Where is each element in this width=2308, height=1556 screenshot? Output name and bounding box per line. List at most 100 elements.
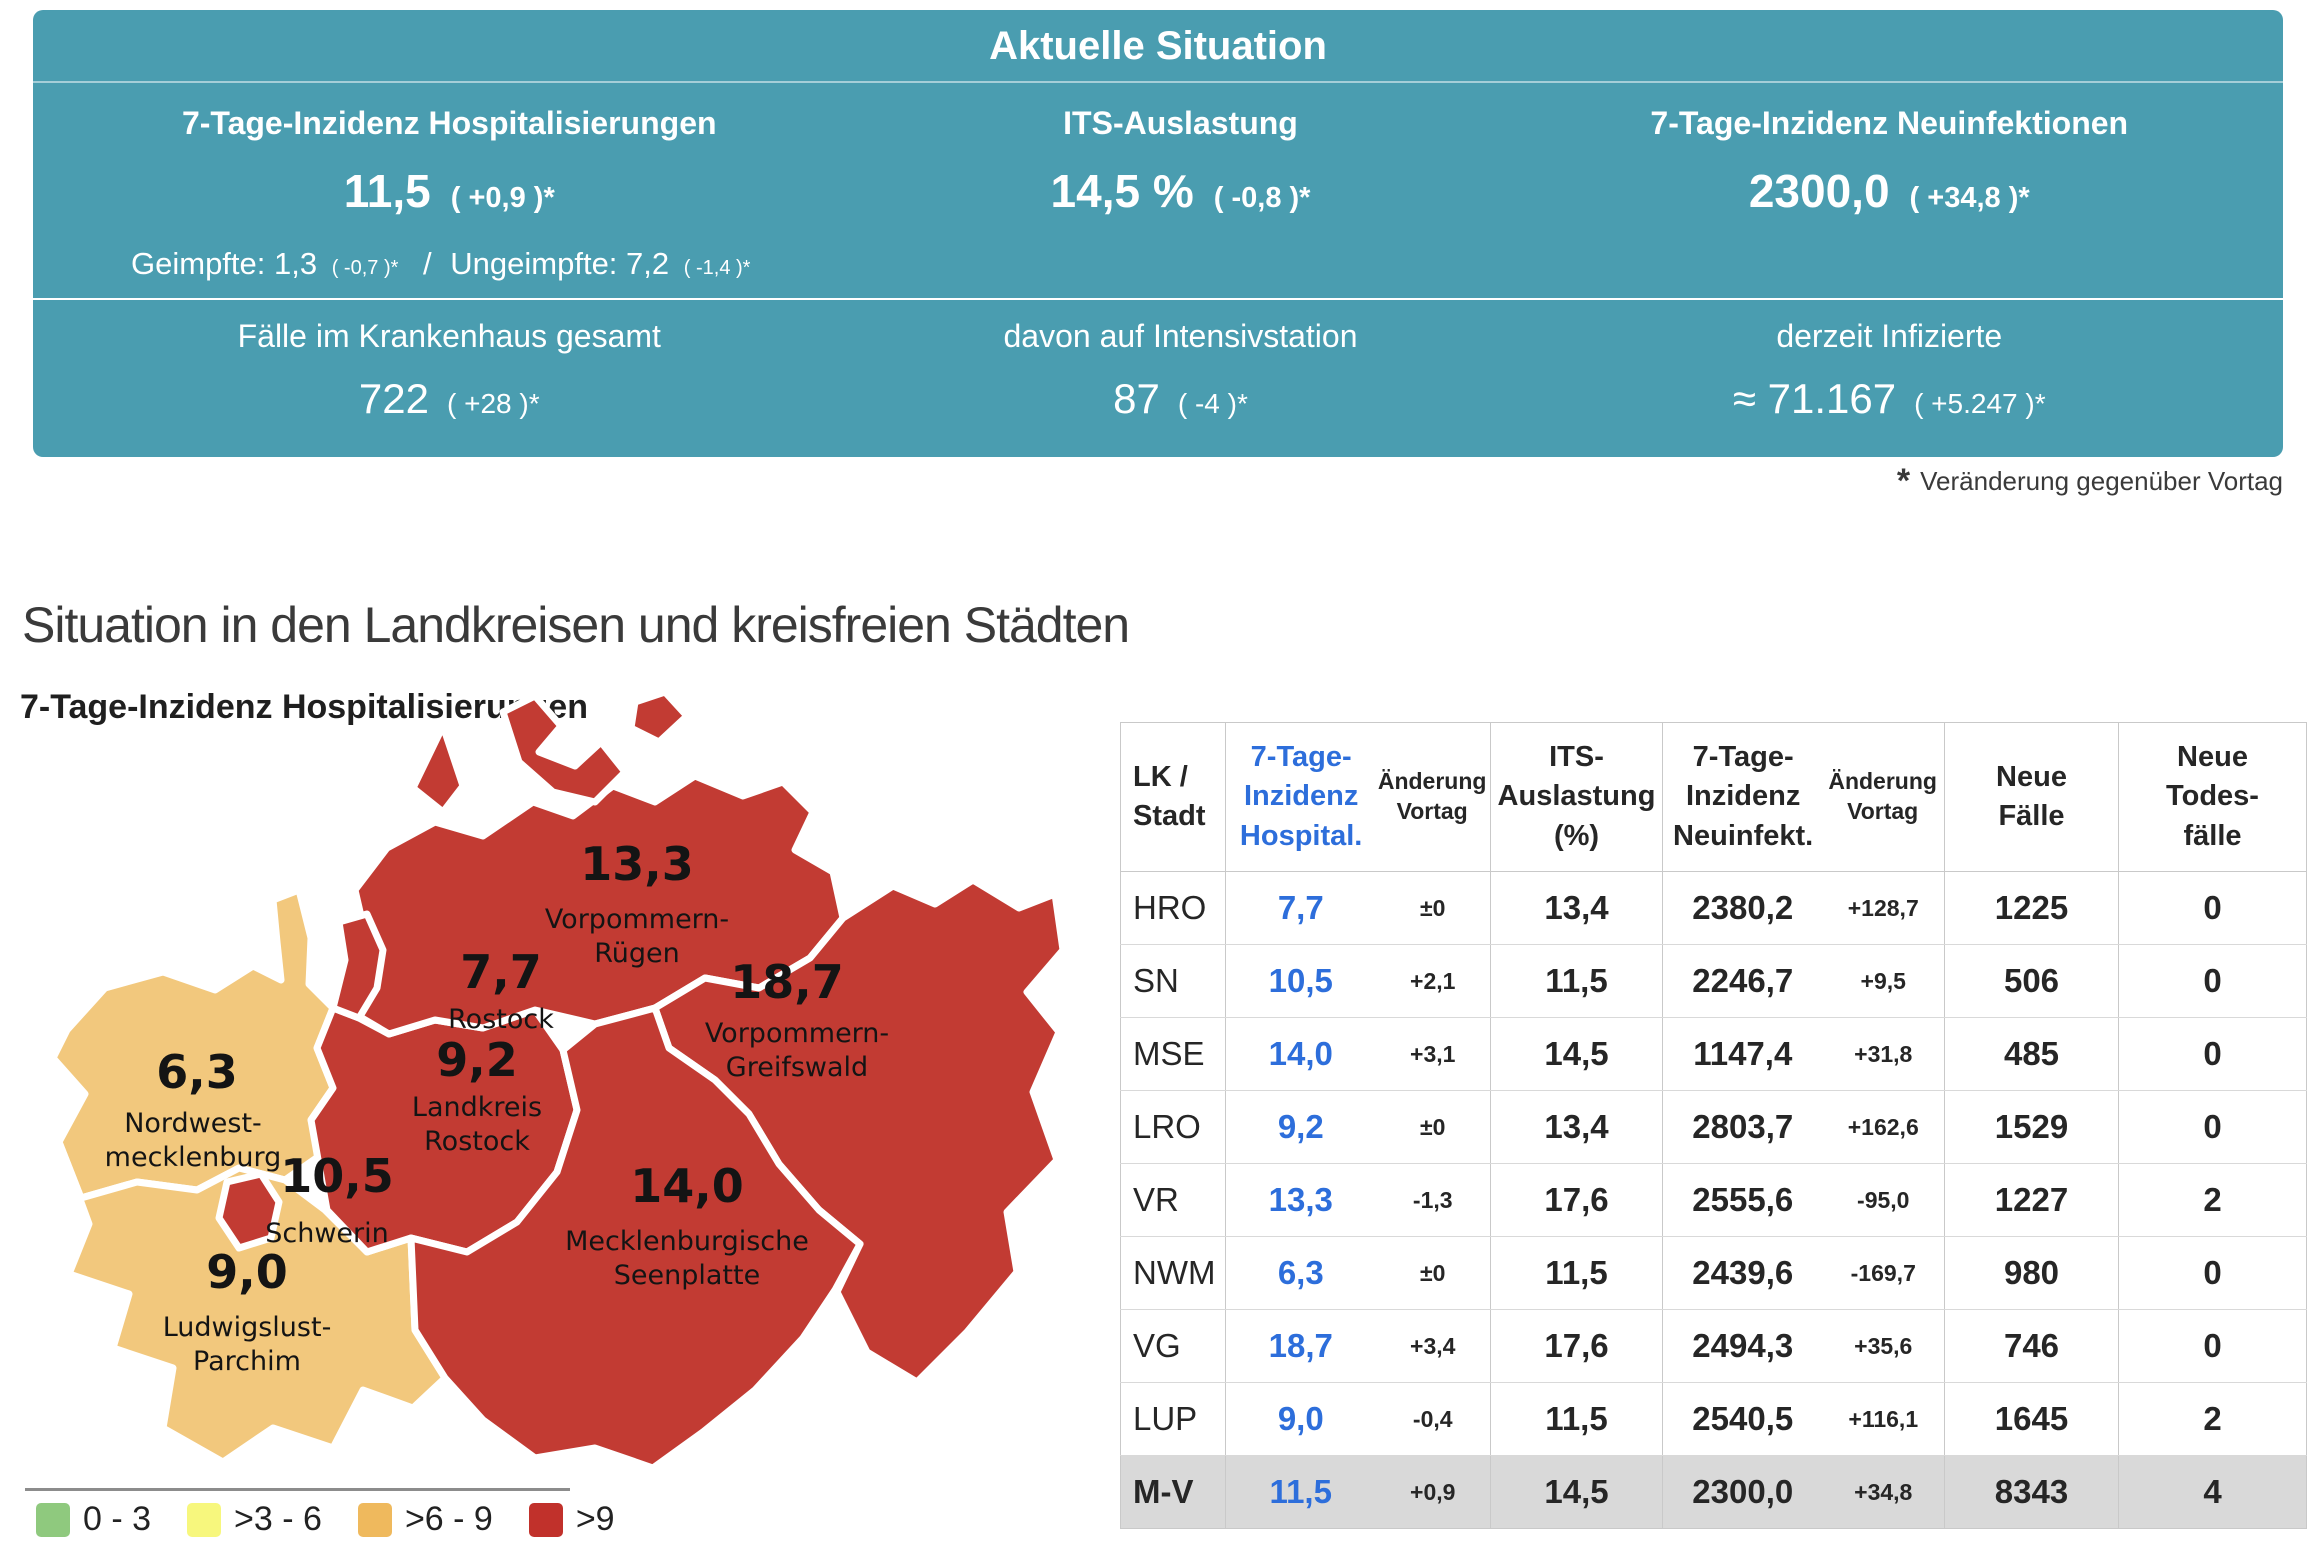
cell-neuinfekt-aenderung: +116,1 <box>1822 1382 1945 1456</box>
footnote: * Veränderung gegenüber Vortag <box>1897 462 2283 501</box>
table-row: VG 18,7 +3,4 17,6 2494,3 +35,6 746 0 <box>1120 1309 2307 1383</box>
cell-neuinfekt-aenderung: +35,6 <box>1822 1309 1945 1383</box>
panel-metrics-bottom: Fälle im Krankenhaus gesamt davon auf In… <box>33 300 2283 423</box>
metric-number: 11,5 <box>343 165 431 217</box>
cell-neuinfekt: 2803,7 <box>1662 1090 1823 1164</box>
map-label-nordwestmecklenburg-value: 6,3 <box>156 1045 238 1099</box>
cell-neuinfekt: 2540,5 <box>1662 1382 1823 1456</box>
cell-neue-todesfaelle: 0 <box>2118 1017 2307 1091</box>
cell-its-auslastung: 14,5 <box>1490 1017 1663 1091</box>
cell-lk-stadt: VG <box>1120 1309 1226 1383</box>
map-island-ruegen <box>499 692 629 806</box>
metric-number: 722 <box>358 375 429 422</box>
table-body: HRO 7,7 ±0 13,4 2380,2 +128,7 1225 0 SN … <box>1120 871 2307 1529</box>
map-region-mecklenburgische-seenplatte <box>407 1004 864 1472</box>
panel-title: Aktuelle Situation <box>33 10 2283 83</box>
cell-neuinfekt: 2439,6 <box>1662 1236 1823 1310</box>
cell-neuinfekt: 2246,7 <box>1662 944 1823 1018</box>
cell-neue-todesfaelle: 2 <box>2118 1382 2307 1456</box>
cell-neuinfekt-aenderung: +9,5 <box>1822 944 1945 1018</box>
metric-number: 2300,0 <box>1748 165 1890 217</box>
metric-value-derzeit-infizierte: ≈ 71.167 ( +5.247 )* <box>1496 375 2284 423</box>
legend-label: >6 - 9 <box>404 1500 493 1538</box>
map-label-ludwigslust-parchim-name1: Ludwigslust- <box>163 1312 332 1343</box>
legend-label: 0 - 3 <box>83 1500 152 1538</box>
cell-neue-todesfaelle: 0 <box>2118 1090 2307 1164</box>
legend-swatch <box>528 1502 563 1537</box>
legend-label: >9 <box>575 1500 615 1538</box>
map-label-vorpommern-ruegen-name1: Vorpommern- <box>545 904 729 935</box>
legend-item: >6 - 9 <box>357 1500 493 1539</box>
cell-neue-todesfaelle: 0 <box>2118 1309 2307 1383</box>
cell-neue-faelle: 506 <box>1944 944 2119 1018</box>
map-label-rostock-value: 7,7 <box>460 945 542 999</box>
cell-neuinfekt: 1147,4 <box>1662 1017 1823 1091</box>
cell-neue-faelle: 485 <box>1944 1017 2119 1091</box>
cell-its-auslastung: 13,4 <box>1490 871 1663 945</box>
cell-its-auslastung: 17,6 <box>1490 1309 1663 1383</box>
aktuelle-situation-panel: Aktuelle Situation 7-Tage-Inzidenz Hospi… <box>33 10 2283 457</box>
cell-neue-faelle: 980 <box>1944 1236 2119 1310</box>
cell-its-auslastung: 11,5 <box>1490 1382 1663 1456</box>
map-label-vorpommern-ruegen-value: 13,3 <box>580 837 694 891</box>
vaccination-breakdown: Geimpfte: 1,3 ( -0,7 )* / Ungeimpfte: 7,… <box>33 246 2283 282</box>
cell-neue-faelle: 1227 <box>1944 1163 2119 1237</box>
cell-neue-faelle: 1529 <box>1944 1090 2119 1164</box>
vaccination-separator: / <box>423 246 432 281</box>
unvaccinated-value: Ungeimpfte: 7,2 <box>450 246 670 281</box>
map-title: 7-Tage-Inzidenz Hospitalisierungen <box>20 688 588 726</box>
cell-neue-faelle: 1225 <box>1944 871 2119 945</box>
metric-label-derzeit-infizierte: derzeit Infizierte <box>1776 318 2003 354</box>
cell-neue-todesfaelle: 2 <box>2118 1163 2307 1237</box>
metric-change: ( +28 )* <box>446 388 540 419</box>
table-row: LUP 9,0 -0,4 11,5 2540,5 +116,1 1645 2 <box>1120 1382 2307 1456</box>
vaccinated-change: ( -0,7 )* <box>331 257 399 279</box>
map-label-ludwigslust-parchim-value: 9,0 <box>206 1245 288 1299</box>
header-its-auslastung: ITS- Auslastung (%) <box>1490 722 1663 872</box>
cell-lk-stadt: SN <box>1120 944 1226 1018</box>
metric-change: ( +5.247 )* <box>1914 388 2046 419</box>
legend-swatch <box>36 1502 70 1537</box>
legend-divider <box>25 1488 570 1491</box>
cell-hosp-aenderung: +0,9 <box>1375 1455 1491 1529</box>
metric-value-krankenhaus-gesamt: 722 ( +28 )* <box>33 375 866 423</box>
panel-metrics-top: 7-Tage-Inzidenz Hospitalisierungen ITS-A… <box>33 83 2283 282</box>
panel-divider <box>33 298 2283 300</box>
cell-its-auslastung: 13,4 <box>1490 1090 1663 1164</box>
map-label-nordwestmecklenburg-name2: mecklenburg <box>105 1142 282 1173</box>
map-label-rostock-name1: Rostock <box>448 1004 554 1035</box>
map-region-ludwigslust-parchim <box>55 1138 449 1466</box>
header-neuinfekt-group: 7-Tage- Inzidenz Neuinfekt. Änderung Vor… <box>1662 722 1945 872</box>
district-table: LK / Stadt 7-Tage- Inzidenz Hospital. Än… <box>1120 722 2307 1529</box>
map-label-vorpommern-greifswald-value: 18,7 <box>730 955 844 1009</box>
metric-value-its-auslastung: 14,5 % ( -0,8 )* <box>866 164 1496 218</box>
map-region-vorpommern-ruegen <box>341 772 847 1038</box>
legend-item: 0 - 3 <box>36 1500 151 1539</box>
cell-its-auslastung: 14,5 <box>1490 1455 1663 1529</box>
map-label-landkreis-rostock-name1: Landkreis <box>412 1092 542 1123</box>
cell-hosp-aenderung: -1,3 <box>1375 1163 1491 1237</box>
cell-neuinfekt-aenderung: +128,7 <box>1822 871 1945 945</box>
cell-neue-todesfaelle: 4 <box>2118 1455 2307 1529</box>
cell-neuinfekt: 2380,2 <box>1662 871 1823 945</box>
table-row: LRO 9,2 ±0 13,4 2803,7 +162,6 1529 0 <box>1120 1090 2307 1164</box>
cell-lk-stadt: VR <box>1120 1163 1226 1237</box>
metric-value-intensivstation: 87 ( -4 )* <box>866 375 1496 423</box>
cell-hosp-inzidenz: 7,7 <box>1225 871 1376 945</box>
cell-neuinfekt-aenderung: +162,6 <box>1822 1090 1945 1164</box>
table-row: SN 10,5 +2,1 11,5 2246,7 +9,5 506 0 <box>1120 944 2307 1018</box>
cell-lk-stadt: LUP <box>1120 1382 1226 1456</box>
metric-change: ( -4 )* <box>1177 388 1248 419</box>
cell-neuinfekt-aenderung: +34,8 <box>1822 1455 1945 1529</box>
unvaccinated-change: ( -1,4 )* <box>683 257 751 279</box>
table-row: VR 13,3 -1,3 17,6 2555,6 -95,0 1227 2 <box>1120 1163 2307 1237</box>
cell-neue-faelle: 8343 <box>1944 1455 2119 1529</box>
metric-change: ( -0,8 )* <box>1213 182 1311 214</box>
cell-neuinfekt-aenderung: -169,7 <box>1822 1236 1945 1310</box>
map-label-schwerin-name1: Schwerin <box>265 1218 389 1249</box>
cell-hosp-inzidenz: 9,0 <box>1225 1382 1376 1456</box>
metric-value-hospitalisierungen: 11,5 ( +0,9 )* <box>33 164 866 218</box>
cell-hosp-aenderung: +3,1 <box>1375 1017 1491 1091</box>
header-lk-stadt: LK / Stadt <box>1120 722 1226 872</box>
